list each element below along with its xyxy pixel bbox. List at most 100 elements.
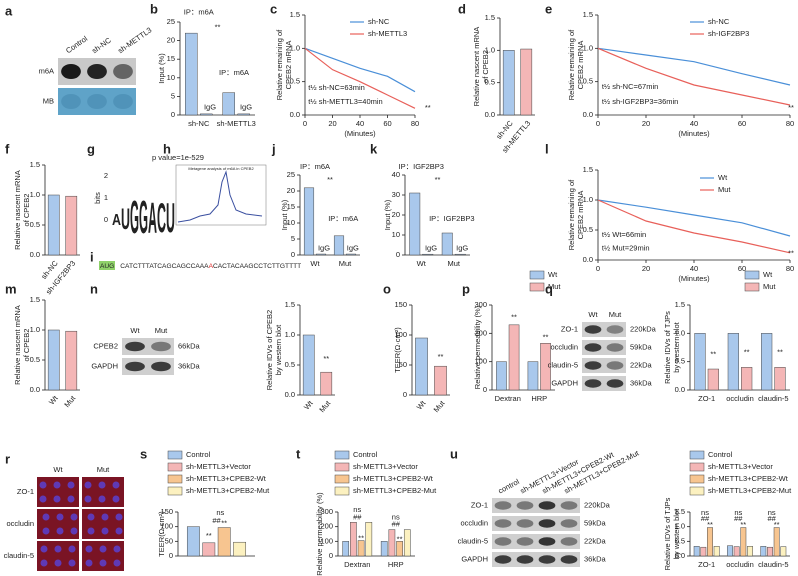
y-axis-label: Relative nascent mRNA [13, 305, 22, 385]
x-tick-label: Mut [432, 398, 448, 414]
nucleus [42, 527, 50, 535]
bar [761, 333, 773, 391]
bar [780, 546, 787, 557]
annotation: IP：m6A [328, 214, 358, 223]
size-label: 59kDa [630, 342, 653, 351]
blot-band [125, 341, 145, 352]
line-series [597, 199, 791, 254]
y-tick-label: 0 [483, 385, 487, 394]
bar [707, 527, 713, 557]
y-tick-label: 1.0 [285, 330, 295, 339]
y-axis-label: TEER(Ω·cm²) [393, 327, 402, 373]
blot-band [584, 325, 602, 334]
legend-swatch [334, 462, 350, 472]
y-axis-label: Relative remaining of [567, 179, 576, 250]
y-tick-label: 1.0 [485, 45, 495, 54]
annotation: ## [212, 516, 221, 525]
y-tick-label: 0.5 [675, 536, 685, 545]
y-axis-label: Relative remaining of [567, 29, 576, 100]
y-tick-label: 0.5 [30, 220, 40, 229]
bar [47, 194, 60, 256]
x-tick-label: 60 [383, 119, 391, 128]
size-label: 36kDa [630, 378, 653, 387]
logo-letter: G [130, 191, 139, 243]
bar [727, 333, 739, 391]
y-tick-label: 100 [320, 536, 333, 545]
annotation: ## [701, 514, 710, 523]
nucleus [101, 513, 109, 521]
legend-swatch [334, 486, 350, 496]
y-tick-label: 0.5 [485, 78, 495, 87]
y-tick-label: 0 [403, 390, 407, 399]
legend-label: sh-METTL3+CPEB2-Wt [353, 474, 434, 483]
legend-label: Control [186, 450, 211, 459]
nucleus [70, 513, 78, 521]
bar [185, 32, 198, 116]
size-label: 22kDa [584, 536, 607, 545]
x-tick-label: Wt [310, 259, 320, 268]
bar [496, 361, 507, 391]
annotation: ** [425, 103, 431, 112]
nucleus [39, 481, 47, 489]
y-axis-label: of CPEB2 [481, 50, 490, 83]
panel-letter: o [383, 281, 391, 296]
blot-band [87, 63, 107, 80]
annotation: IgG [204, 103, 216, 112]
annotation: ** [397, 534, 403, 543]
blot-band [606, 361, 624, 370]
annotation: ns [353, 505, 361, 514]
y-tick-label: 20 [392, 210, 400, 219]
logo-tick: 2 [104, 171, 108, 180]
nucleus [99, 559, 107, 567]
blot-band [61, 93, 81, 110]
legend-label: sh-METTL3+Vector [353, 462, 418, 471]
panel-letter: f [5, 141, 10, 156]
blot-band [494, 501, 512, 510]
y-tick-label: 0 [329, 551, 333, 560]
row-label: occludin [550, 342, 578, 351]
x-tick-label: 40 [690, 119, 698, 128]
bar [415, 337, 428, 396]
micrograph [82, 477, 124, 507]
lane-label: control [497, 477, 521, 496]
y-tick-label: 20 [287, 186, 295, 195]
blot-band [516, 537, 534, 546]
panel-letter: k [370, 141, 378, 156]
legend-label: Mut [548, 282, 561, 291]
plot-title: Metagene analysis of m6A in CPEB2 [188, 166, 254, 171]
row-label: claudin-5 [548, 360, 578, 369]
x-tick-label: claudin-5 [758, 394, 788, 403]
x-tick-label: Dextran [495, 394, 521, 403]
sequence-part: CACTACAAGCCTCTTGTTTT [213, 263, 301, 270]
line-series [597, 47, 791, 106]
nucleus [40, 559, 48, 567]
bar [320, 371, 333, 396]
column-label: Wt [53, 465, 63, 474]
x-tick-label: 80 [411, 119, 419, 128]
y-axis-label: Relative IDVs of TJPs [663, 311, 672, 384]
y-tick-label: 0.5 [583, 225, 593, 234]
bar [700, 546, 707, 557]
blot-band [494, 519, 512, 528]
blot-band [494, 537, 512, 546]
legend-label: sh-METTL3+CPEB2-Mut [186, 486, 270, 495]
bar [303, 187, 315, 256]
y-tick-label: 0.0 [290, 110, 300, 119]
annotation: t½ sh-NC=63min [308, 83, 364, 92]
legend-swatch [529, 270, 545, 280]
metagene-curve [177, 170, 263, 223]
bar [508, 324, 520, 391]
y-tick-label: 15 [287, 202, 295, 211]
annotation: t½ sh-NC=67min [602, 82, 658, 91]
legend-swatch [689, 450, 705, 460]
x-tick-label: 40 [356, 119, 364, 128]
panel-letter: j [271, 141, 276, 156]
lane-label: Mut [155, 326, 168, 335]
bar [202, 542, 216, 557]
nucleus [98, 495, 106, 503]
legend-swatch [529, 282, 545, 292]
blot-strip [492, 534, 580, 549]
nucleus [68, 559, 76, 567]
y-tick-label: 0.5 [290, 77, 300, 86]
size-label: 22kDa [630, 360, 653, 369]
